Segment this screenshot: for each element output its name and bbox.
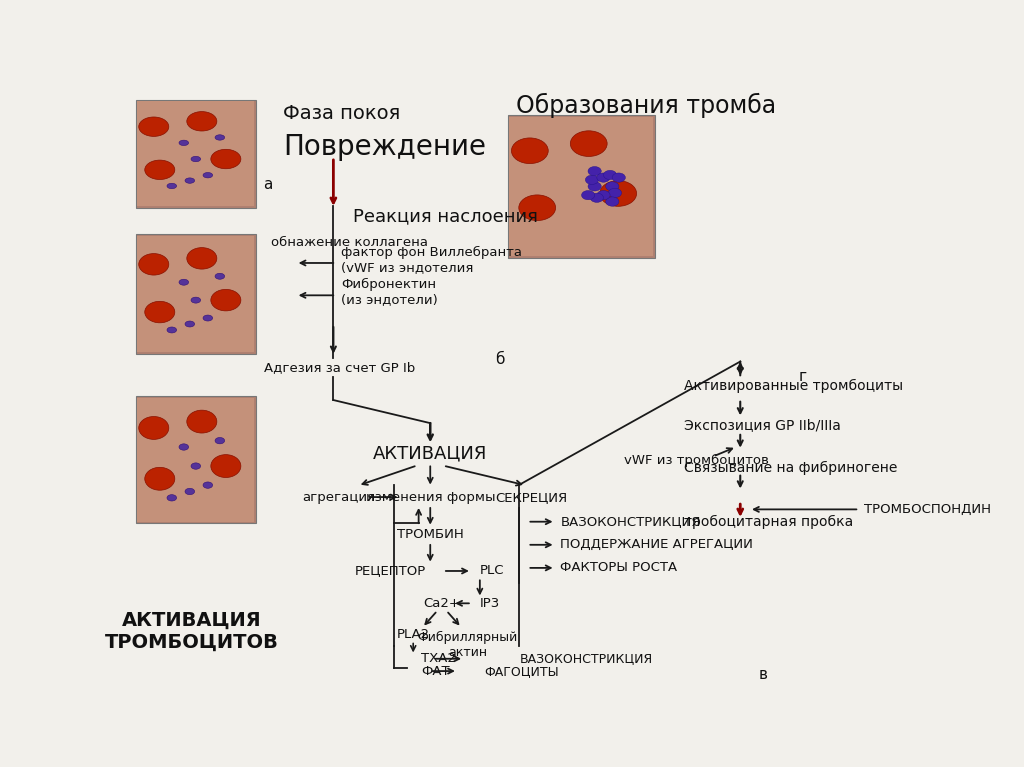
Ellipse shape xyxy=(191,297,201,303)
Ellipse shape xyxy=(215,273,224,279)
Ellipse shape xyxy=(600,181,637,206)
Ellipse shape xyxy=(211,289,241,311)
Ellipse shape xyxy=(179,279,188,285)
Ellipse shape xyxy=(191,463,201,469)
Ellipse shape xyxy=(608,189,622,198)
Text: в: в xyxy=(759,667,768,682)
Bar xyxy=(136,235,256,354)
Text: обнажение коллагена: обнажение коллагена xyxy=(271,236,428,249)
Ellipse shape xyxy=(215,135,224,140)
Text: Образования тромба: Образования тромба xyxy=(515,94,775,118)
Text: Адгезия за счет GP Ib: Адгезия за счет GP Ib xyxy=(263,361,415,374)
Text: АКТИВАЦИЯ: АКТИВАЦИЯ xyxy=(373,445,487,463)
Ellipse shape xyxy=(167,327,176,333)
Text: г: г xyxy=(798,370,806,384)
Ellipse shape xyxy=(191,156,201,162)
Ellipse shape xyxy=(211,150,241,169)
Ellipse shape xyxy=(167,495,176,501)
Text: ВАЗОКОНСТРИКЦИЯ: ВАЗОКОНСТРИКЦИЯ xyxy=(560,515,700,528)
Text: Связывание на фибриногене: Связывание на фибриногене xyxy=(684,461,898,475)
Ellipse shape xyxy=(603,170,616,179)
Bar xyxy=(136,397,256,523)
Ellipse shape xyxy=(179,444,188,450)
Bar xyxy=(137,398,254,522)
Ellipse shape xyxy=(139,416,169,439)
Ellipse shape xyxy=(186,248,217,269)
Ellipse shape xyxy=(167,183,176,189)
Text: Реакция наслоения: Реакция наслоения xyxy=(352,208,538,225)
Text: ТРОМБОСПОНДИН: ТРОМБОСПОНДИН xyxy=(864,503,991,516)
Ellipse shape xyxy=(186,410,217,433)
Text: Экспозиция GP IIb/IIIa: Экспозиция GP IIb/IIIa xyxy=(684,418,842,432)
Ellipse shape xyxy=(597,173,610,183)
Text: ФАГОЦИТЫ: ФАГОЦИТЫ xyxy=(484,664,559,677)
Ellipse shape xyxy=(139,254,169,275)
Bar xyxy=(508,115,655,258)
Bar xyxy=(136,100,256,208)
Ellipse shape xyxy=(590,193,603,202)
Ellipse shape xyxy=(586,175,599,184)
Text: фактор фон Виллебранта
(vWF из эндотелия: фактор фон Виллебранта (vWF из эндотелия xyxy=(341,246,522,274)
Text: тробоцитарная пробка: тробоцитарная пробка xyxy=(684,515,854,528)
Ellipse shape xyxy=(519,195,556,221)
Text: Фибронектин
(из эндотели): Фибронектин (из эндотели) xyxy=(341,278,438,306)
Ellipse shape xyxy=(605,182,618,191)
Ellipse shape xyxy=(203,482,213,489)
Bar xyxy=(137,236,254,352)
Text: PLC: PLC xyxy=(480,565,505,578)
Ellipse shape xyxy=(185,489,195,495)
Text: агрегация: агрегация xyxy=(302,491,376,504)
Text: СЕКРЕЦИЯ: СЕКРЕЦИЯ xyxy=(495,491,567,504)
Ellipse shape xyxy=(185,321,195,327)
Text: б: б xyxy=(496,352,505,367)
Text: АКТИВАЦИЯ
ТРОМБОЦИТОВ: АКТИВАЦИЯ ТРОМБОЦИТОВ xyxy=(104,611,279,651)
Ellipse shape xyxy=(597,190,610,199)
Text: IP3: IP3 xyxy=(480,597,500,610)
Ellipse shape xyxy=(203,173,213,178)
Ellipse shape xyxy=(211,455,241,478)
Ellipse shape xyxy=(588,182,601,191)
Ellipse shape xyxy=(186,111,217,131)
Ellipse shape xyxy=(185,178,195,183)
Text: Фаза покоя: Фаза покоя xyxy=(283,104,400,123)
Ellipse shape xyxy=(612,173,626,183)
Ellipse shape xyxy=(582,190,595,199)
Text: PLA2: PLA2 xyxy=(396,627,430,640)
Ellipse shape xyxy=(570,131,607,156)
Text: РЕЦЕПТОР: РЕЦЕПТОР xyxy=(355,565,426,578)
Text: а: а xyxy=(263,177,273,192)
Ellipse shape xyxy=(215,437,224,444)
Text: ТХА2: ТХА2 xyxy=(421,652,456,665)
Ellipse shape xyxy=(144,301,175,323)
Ellipse shape xyxy=(511,138,548,163)
Text: Фибриллярный
актин: Фибриллярный актин xyxy=(418,631,517,659)
Text: ФАКТОРЫ РОСТА: ФАКТОРЫ РОСТА xyxy=(560,561,678,574)
Ellipse shape xyxy=(144,467,175,490)
Ellipse shape xyxy=(203,315,213,321)
Text: изменения формы: изменения формы xyxy=(366,491,495,504)
Ellipse shape xyxy=(588,166,601,176)
Text: ТРОМБИН: ТРОМБИН xyxy=(397,528,464,541)
Text: ФАТ: ФАТ xyxy=(421,664,450,677)
Bar xyxy=(137,101,254,206)
Bar xyxy=(509,117,653,256)
Ellipse shape xyxy=(139,117,169,137)
Text: vWF из тромбоцитов: vWF из тромбоцитов xyxy=(624,453,769,466)
Text: Активированные тромбоциты: Активированные тромбоциты xyxy=(684,379,903,393)
Ellipse shape xyxy=(179,140,188,146)
Text: Ca2+: Ca2+ xyxy=(424,597,461,610)
Text: ПОДДЕРЖАНИЕ АГРЕГАЦИИ: ПОДДЕРЖАНИЕ АГРЕГАЦИИ xyxy=(560,538,754,551)
Ellipse shape xyxy=(605,197,618,206)
Ellipse shape xyxy=(144,160,175,179)
Text: Повреждение: Повреждение xyxy=(283,133,486,162)
Text: ВАЗОКОНСТРИКЦИЯ: ВАЗОКОНСТРИКЦИЯ xyxy=(519,652,652,665)
